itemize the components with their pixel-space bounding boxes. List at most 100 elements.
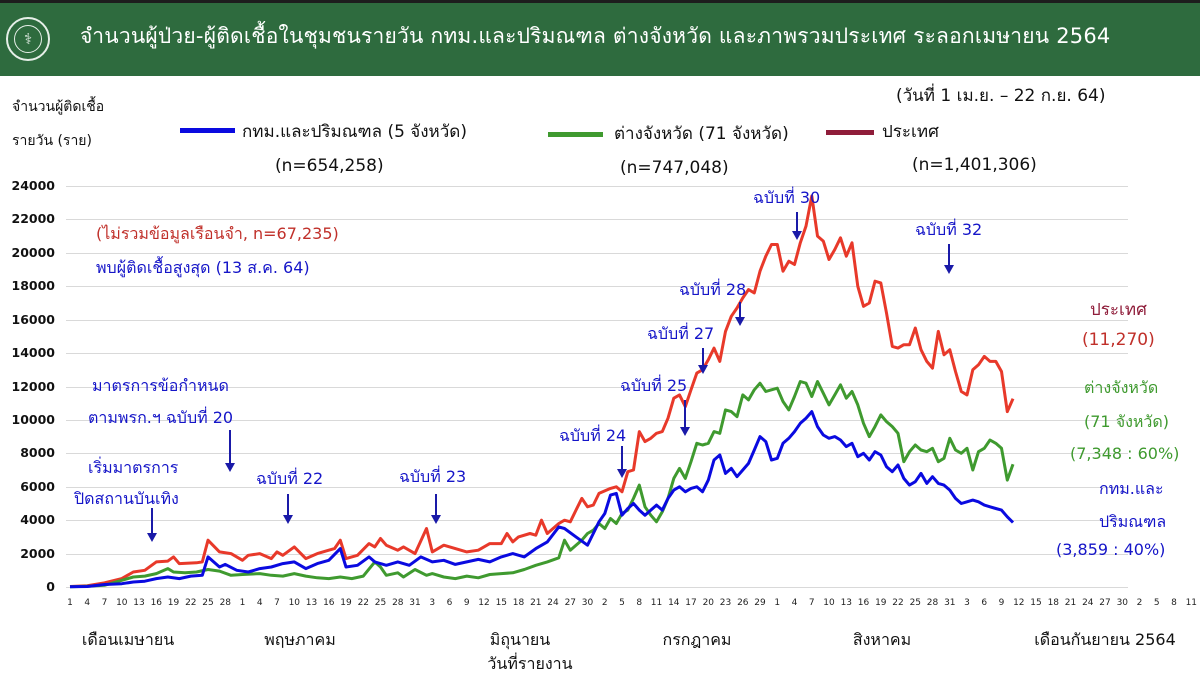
gridline xyxy=(66,554,1128,555)
ministry-seal-icon: ⚕ xyxy=(6,17,50,61)
y-tick-label: 8000 xyxy=(20,445,55,460)
y-tick-label: 20000 xyxy=(11,245,56,260)
x-tick-label: 25 xyxy=(202,598,214,608)
annotation-decree20-line1: มาตรการข้อกำหนด xyxy=(92,376,229,395)
legend-swatch-province xyxy=(548,132,603,137)
annotation-no28: ฉบับที่ 28 xyxy=(679,280,747,299)
month-label-august: สิงหาคม xyxy=(852,630,912,649)
legend-n-bkk: (n=654,258) xyxy=(275,156,384,176)
x-tick-label: 15 xyxy=(495,598,508,608)
x-tick-label: 8 xyxy=(1171,598,1177,608)
x-tick-label: 31 xyxy=(409,598,421,608)
month-label-june: มิถุนายน xyxy=(489,630,551,649)
arrow-down-icon xyxy=(617,446,627,478)
x-tick-label: 14 xyxy=(668,598,680,608)
arrow-down-icon xyxy=(735,302,745,326)
legend-label-province: ต่างจังหวัด (71 จังหวัด) xyxy=(614,124,789,144)
x-tick-label: 27 xyxy=(1099,598,1111,608)
x-tick-label: 18 xyxy=(512,598,525,608)
x-tick-label: 28 xyxy=(219,598,232,608)
x-tick-label: 8 xyxy=(636,598,643,608)
x-tick-label: 22 xyxy=(185,598,197,608)
x-tick-label: 25 xyxy=(909,598,922,608)
x-tick-label: 15 xyxy=(1030,598,1042,608)
month-label-september: เดือนกันยายน 2564 xyxy=(1034,630,1176,649)
month-label-may: พฤษภาคม xyxy=(264,630,336,649)
x-tick-label: 3 xyxy=(964,598,970,608)
title-bar: ⚕ จำนวนผู้ป่วย-ผู้ติดเชื้อในชุมชนรายวัน … xyxy=(0,0,1200,76)
x-tick-label: 21 xyxy=(530,598,542,608)
x-tick-label: 28 xyxy=(392,598,404,608)
x-tick-label: 4 xyxy=(84,598,91,608)
series-line xyxy=(69,410,1015,589)
arrow-down-icon xyxy=(792,212,802,240)
series-line xyxy=(69,380,1015,589)
x-tick-label: 17 xyxy=(685,598,697,608)
x-tick-label: 21 xyxy=(1064,598,1077,608)
gridline xyxy=(66,320,1128,321)
y-tick-label: 18000 xyxy=(11,278,56,293)
x-tick-label: 13 xyxy=(305,598,318,608)
note-peak-date: พบผู้ติดเชื้อสูงสุด (13 ส.ค. 64) xyxy=(96,258,310,277)
legend-n-country: (n=1,401,306) xyxy=(912,155,1037,175)
annotation-no24: ฉบับที่ 24 xyxy=(559,426,627,445)
gridline xyxy=(66,587,1128,588)
gridline xyxy=(66,420,1128,421)
x-tick-label: 10 xyxy=(823,598,835,608)
note-prison-excluded: (ไม่รวมข้อมูลเรือนจำ, n=67,235) xyxy=(96,224,339,243)
x-tick-label: 19 xyxy=(340,598,352,608)
x-tick-label: 22 xyxy=(357,598,370,608)
x-tick-label: 12 xyxy=(1013,598,1025,608)
x-tick-label: 3 xyxy=(429,598,436,608)
x-tick-label: 11 xyxy=(1185,598,1198,608)
x-tick-label: 16 xyxy=(857,598,870,608)
x-tick-label: 22 xyxy=(892,598,904,608)
y-tick-label: 4000 xyxy=(20,512,55,527)
x-tick-label: 23 xyxy=(719,598,732,608)
end-label-bkk-value: (3,859 : 40%) xyxy=(1056,540,1166,559)
legend-swatch-country xyxy=(826,130,874,135)
annotation-decree20-line2: ตามพรก.ฯ ฉบับที่ 20 xyxy=(88,408,234,427)
x-tick-label: 12 xyxy=(478,598,490,608)
y-tick-label: 14000 xyxy=(11,345,56,360)
gridline xyxy=(66,387,1128,388)
arrow-down-icon xyxy=(680,400,690,436)
y-axis-title-line1: จำนวนผู้ติดเชื้อ xyxy=(12,99,105,115)
legend-label-bkk: กทม.และปริมณฑล (5 จังหวัด) xyxy=(242,122,467,142)
y-axis-title-line2: รายวัน (ราย) xyxy=(12,133,92,149)
annotation-no22: ฉบับที่ 22 xyxy=(256,469,324,488)
end-label-bkk-name2: ปริมณฑล xyxy=(1099,512,1167,531)
end-label-province-name1: ต่างจังหวัด xyxy=(1084,378,1159,397)
x-tick-label: 1 xyxy=(239,598,246,608)
end-label-bkk-name1: กทม.และ xyxy=(1099,479,1164,498)
arrow-down-icon xyxy=(283,494,293,524)
x-tick-label: 30 xyxy=(581,598,594,608)
x-tick-label: 24 xyxy=(1082,598,1094,608)
x-tick-label: 10 xyxy=(288,598,301,608)
x-tick-label: 19 xyxy=(167,598,180,608)
x-tick-label: 1 xyxy=(774,598,781,608)
x-tick-label: 7 xyxy=(808,598,815,608)
gridline xyxy=(66,253,1128,254)
annotation-no23: ฉบับที่ 23 xyxy=(399,467,467,486)
x-tick-label: 18 xyxy=(1047,598,1060,608)
legend-label-country: ประเทศ xyxy=(882,122,939,142)
x-tick-label: 9 xyxy=(463,598,470,608)
x-tick-label: 7 xyxy=(274,598,280,608)
y-tick-label: 16000 xyxy=(11,312,56,327)
gridline xyxy=(66,219,1128,220)
chart-title: จำนวนผู้ป่วย-ผู้ติดเชื้อในชุมชนรายวัน กท… xyxy=(80,24,1111,48)
arrow-down-icon xyxy=(431,494,441,524)
annotation-no32: ฉบับที่ 32 xyxy=(915,220,983,239)
x-tick-label: 24 xyxy=(547,598,559,608)
x-tick-label: 6 xyxy=(981,598,988,608)
x-tick-label: 7 xyxy=(101,598,108,608)
x-tick-label: 13 xyxy=(133,598,145,608)
month-label-april: เดือนเมษายน xyxy=(81,630,175,649)
x-tick-label: 2 xyxy=(601,598,608,608)
x-tick-label: 9 xyxy=(998,598,1005,608)
annotation-closure-line2: ปิดสถานบันเทิง xyxy=(74,489,179,508)
x-tick-label: 4 xyxy=(256,598,263,608)
series-line xyxy=(69,194,1015,588)
